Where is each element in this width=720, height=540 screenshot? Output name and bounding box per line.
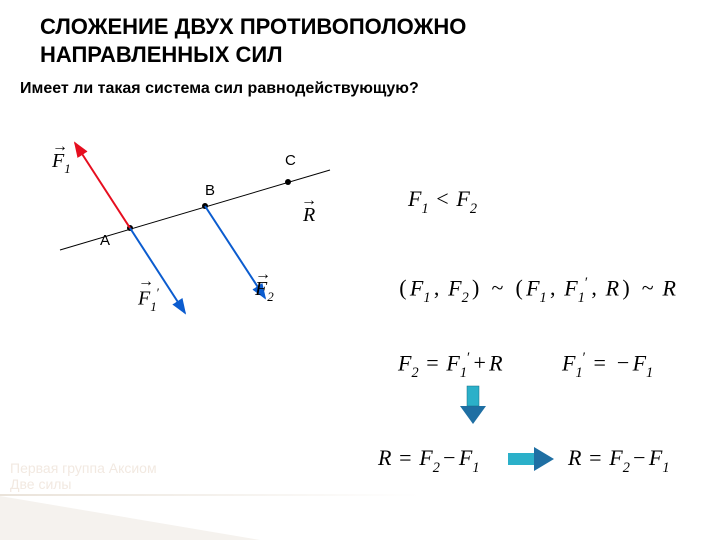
- label-f2: → F2: [255, 278, 274, 304]
- formula-inequality: F1<F2: [408, 186, 477, 216]
- label-r: → R: [303, 204, 315, 227]
- arrow-right-icon: [506, 444, 556, 474]
- label-point-c: C: [285, 152, 296, 169]
- decor-triangle: [0, 496, 260, 540]
- force-diagram: [40, 130, 350, 340]
- formula-eq3: R=F2−F1: [378, 445, 479, 475]
- arrow-down-icon: [456, 384, 490, 426]
- faded-line1: Первая группа Аксиом: [10, 460, 157, 476]
- faded-footer-text: Первая группа Аксиом Две силы: [10, 460, 157, 492]
- formula-eq2: F1′=−F1: [562, 350, 653, 381]
- faded-line2: Две силы: [10, 476, 157, 492]
- decor-line: [0, 494, 420, 496]
- page-title-line1: СЛОЖЕНИЕ ДВУХ ПРОТИВОПОЛОЖНО: [40, 14, 466, 40]
- label-point-b: B: [205, 182, 215, 199]
- formula-eq4: R=F2−F1: [568, 445, 669, 475]
- formula-equivalence: (F1, F2) ~ (F1, F1′, R) ~ R: [396, 275, 676, 306]
- label-f1-prime: → F1′: [138, 285, 160, 314]
- vector-f1: [75, 143, 130, 228]
- page-title-line2: НАПРАВЛЕННЫХ СИЛ: [40, 42, 283, 68]
- point-c: [285, 179, 291, 185]
- formula-eq1: F2=F1′+R: [398, 350, 503, 381]
- label-f1: → F1: [52, 150, 71, 176]
- label-point-a: A: [100, 232, 110, 249]
- question-subtitle: Имеет ли такая система сил равнодействую…: [20, 80, 419, 98]
